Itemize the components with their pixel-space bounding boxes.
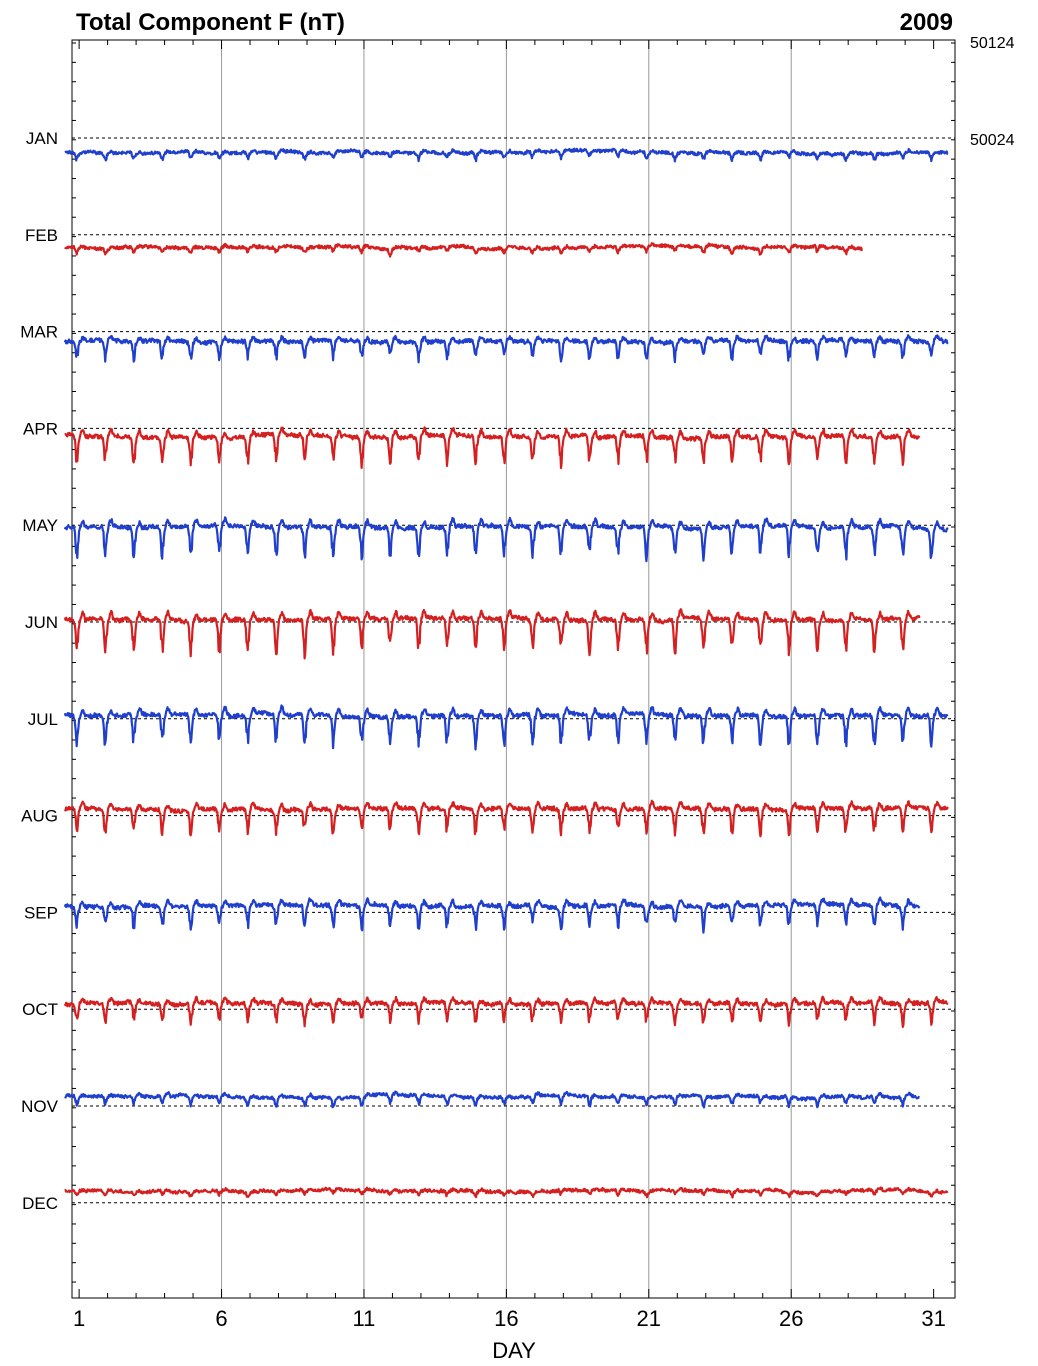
scale-label-top: 50124 [970,35,1015,52]
series-oct [63,995,949,1028]
month-label-dec: DEC [22,1194,58,1213]
x-axis-title: DAY [492,1338,536,1363]
month-label-jul: JUL [28,710,58,729]
month-label-apr: APR [23,419,58,438]
series-mar [63,334,949,364]
series-sep [63,896,921,934]
x-tick-label: 16 [494,1306,518,1331]
series-aug [63,799,949,838]
x-tick-label: 6 [215,1306,227,1331]
series-layer [63,147,949,1199]
vertical-gridlines [221,40,792,1298]
month-label-mar: MAR [20,323,58,342]
x-tick-label: 21 [637,1306,661,1331]
chart-year: 2009 [900,9,953,36]
month-baselines [72,137,955,1204]
month-label-nov: NOV [21,1097,59,1116]
x-tick-label: 1 [73,1306,85,1331]
month-label-feb: FEB [25,226,58,245]
series-may [63,516,949,563]
x-tick-label: 26 [779,1306,803,1331]
series-apr [64,426,921,470]
series-jul [63,704,949,751]
scale-label-baseline: 50024 [970,132,1015,149]
plot-frame [71,39,956,1299]
series-dec [64,1186,949,1199]
x-tick-labels: 1 6 11 16 21 26 31 [73,1306,946,1331]
x-tick-label: 11 [353,1306,376,1331]
series-jun [63,608,921,660]
month-labels: JAN FEB MAR APR MAY JUN JUL AUG SEP OCT NOV DEC [20,129,58,1213]
month-label-sep: SEP [24,903,58,922]
series-jan [64,147,949,163]
month-label-may: MAY [22,516,58,535]
series-nov [64,1090,920,1109]
axis-ticks [72,40,955,1298]
x-tick-label: 31 [921,1306,945,1331]
month-label-jan: JAN [26,129,58,148]
chart-title: Total Component F (nT) [76,9,345,36]
month-label-aug: AUG [21,807,58,826]
month-label-jun: JUN [25,613,58,632]
series-feb [64,242,863,258]
month-label-oct: OCT [22,1000,58,1019]
